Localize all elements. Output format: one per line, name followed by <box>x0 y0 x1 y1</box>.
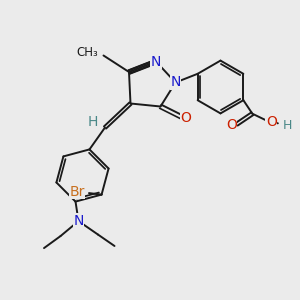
Text: H: H <box>87 115 98 129</box>
Text: O: O <box>181 112 191 125</box>
Text: Br: Br <box>69 184 85 199</box>
Text: N: N <box>151 55 161 68</box>
Text: O: O <box>266 115 277 129</box>
Text: CH₃: CH₃ <box>76 46 98 59</box>
Text: H: H <box>283 118 292 132</box>
Text: N: N <box>170 76 181 89</box>
Text: O: O <box>226 118 237 132</box>
Text: N: N <box>73 214 84 228</box>
